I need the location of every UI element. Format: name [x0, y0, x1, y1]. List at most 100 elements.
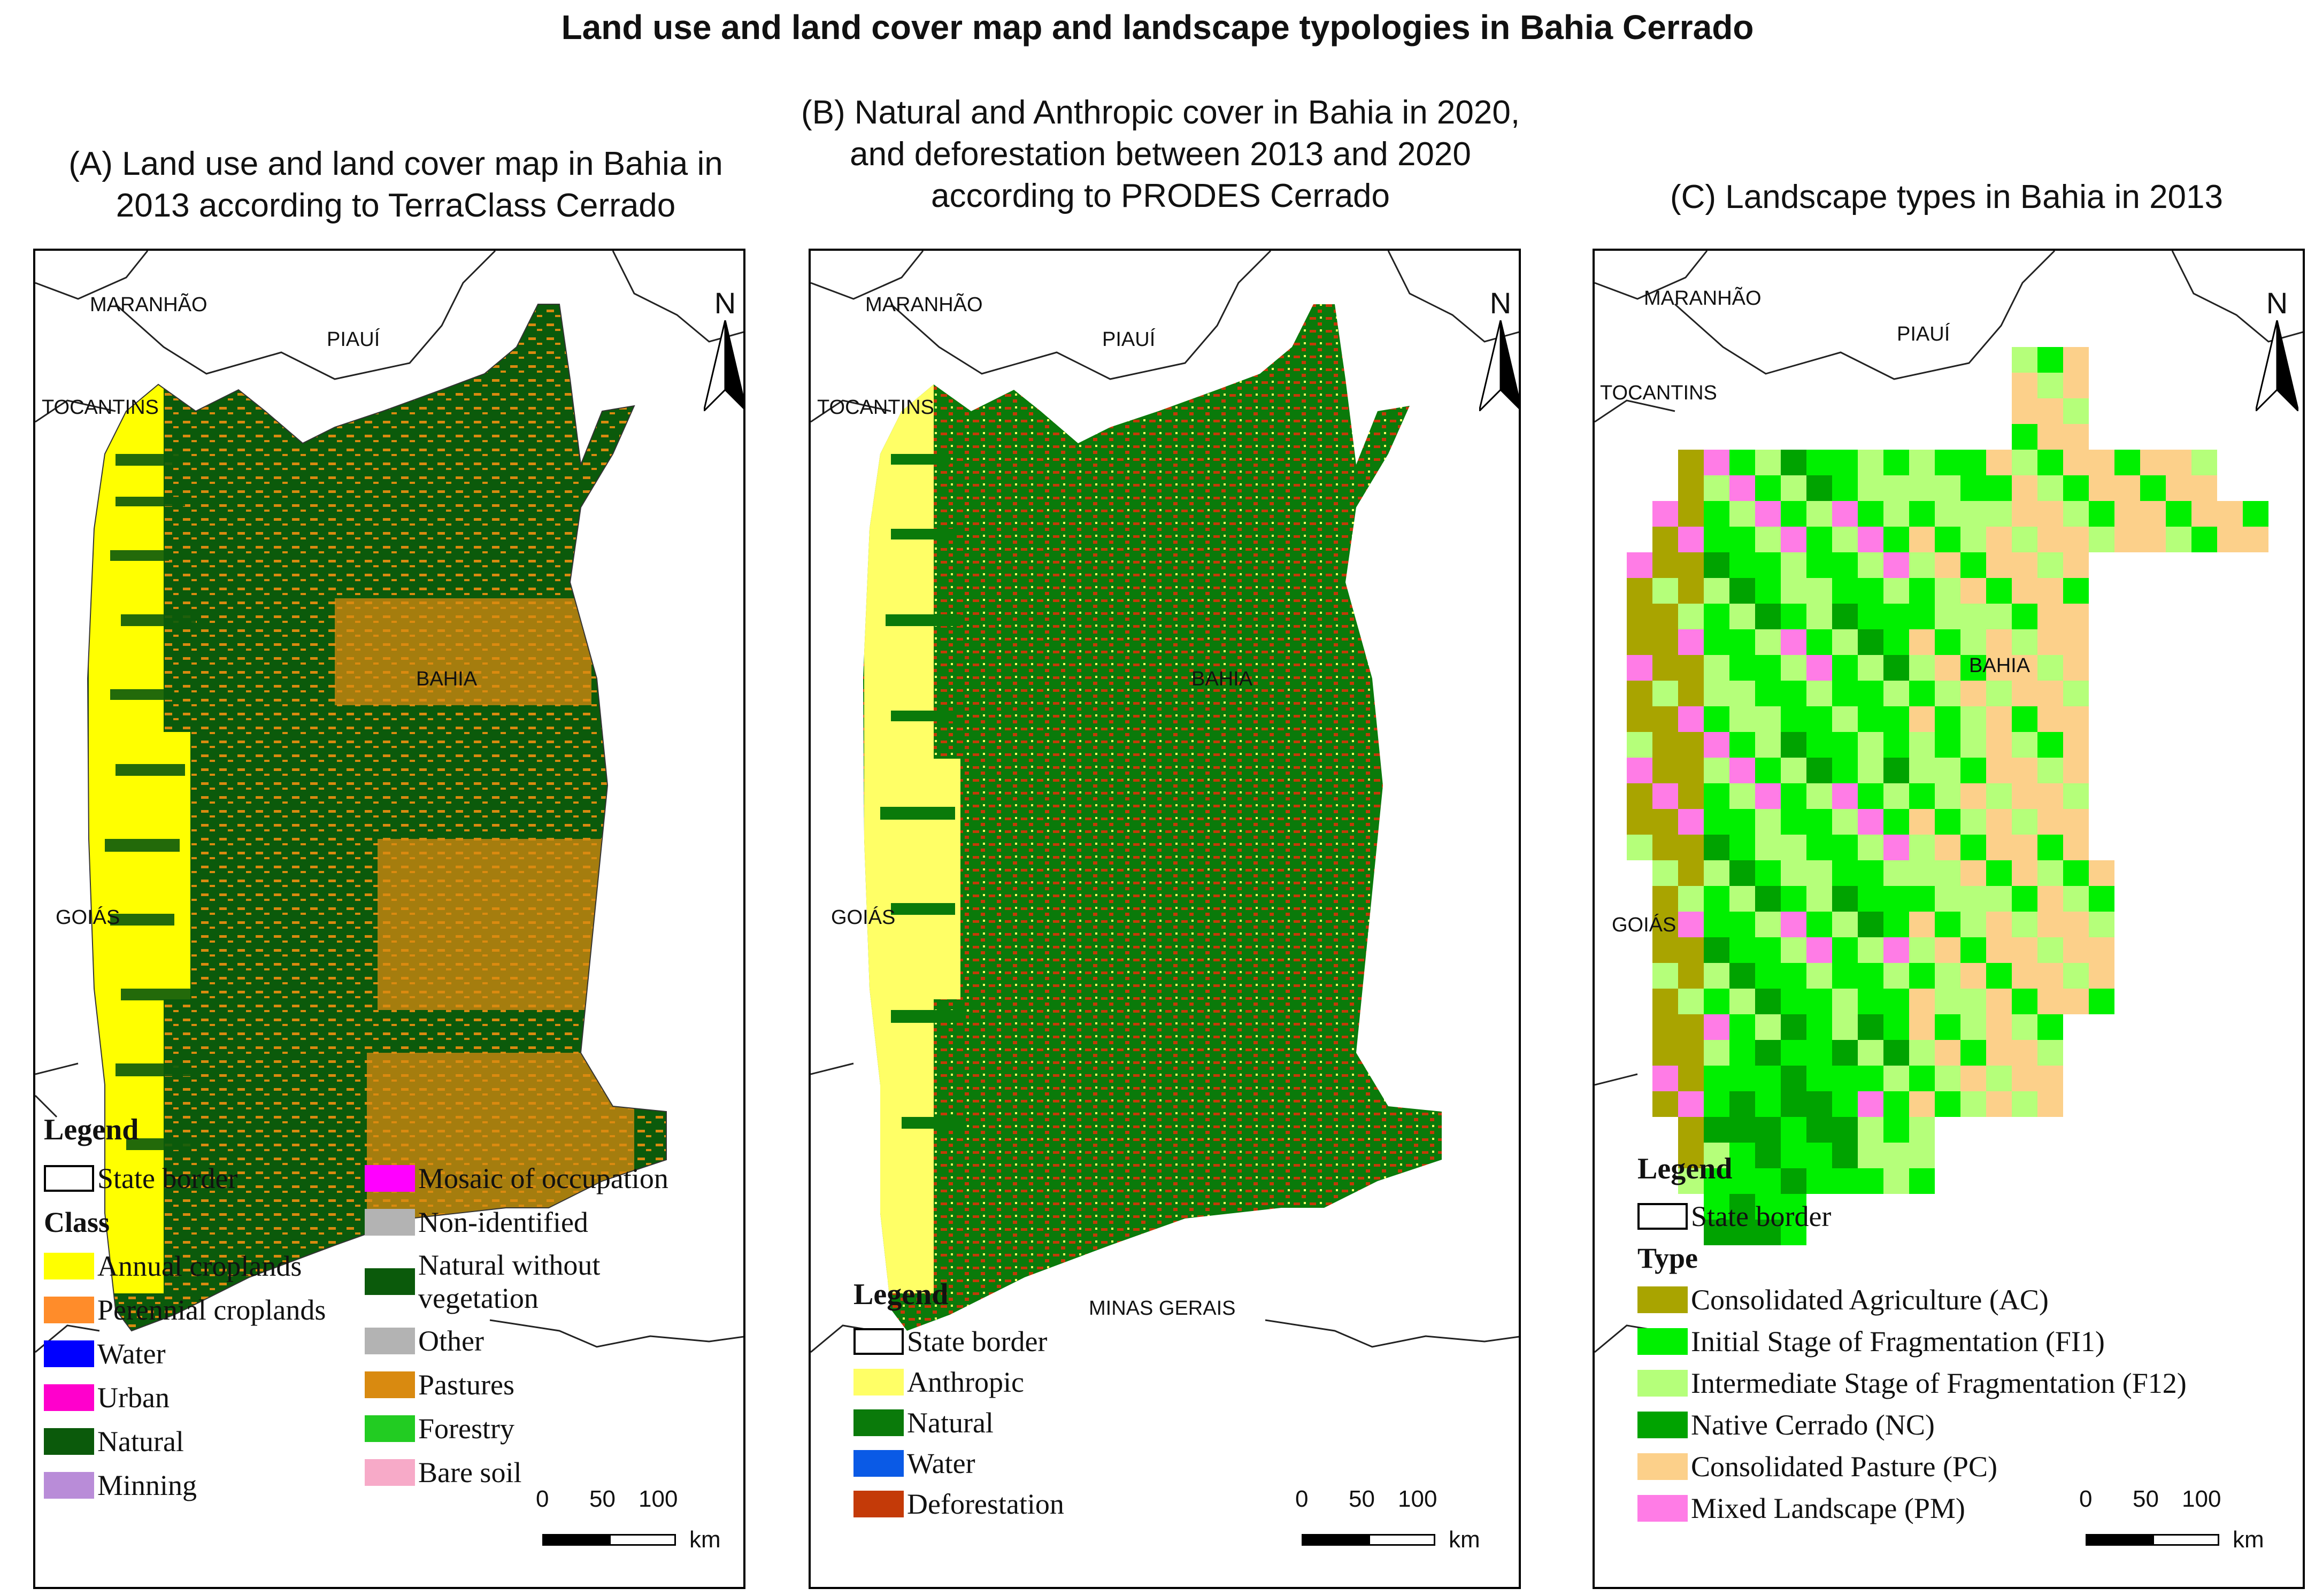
landscape-cell [1960, 886, 1986, 912]
landscape-cell [1806, 604, 1832, 629]
landscape-cell [1935, 886, 1960, 912]
label-goias: GOIÁS [56, 906, 120, 929]
landscape-cell [1986, 758, 2012, 783]
landscape-cell [1678, 989, 1704, 1014]
landscape-cell [1806, 475, 1832, 501]
landscape-cell [2037, 1014, 2063, 1040]
landscape-cell [1858, 681, 1883, 706]
landscape-cell [1832, 578, 1858, 604]
landscape-cell [1832, 450, 1858, 475]
label-tocantins: TOCANTINS [1600, 382, 1717, 404]
landscape-cell [1781, 989, 1806, 1014]
landscape-cell [1806, 527, 1832, 552]
landscape-cell [1858, 604, 1883, 629]
landscape-cell [1755, 578, 1781, 604]
landscape-cell [1704, 732, 1729, 758]
label-bahia: BAHIA [1969, 654, 2031, 677]
legend-label: Natural [97, 1425, 184, 1458]
landscape-cell [2012, 475, 2037, 501]
landscape-cell [1652, 501, 1678, 527]
north-arrow-icon [2254, 320, 2300, 414]
landscape-cell [1781, 604, 1806, 629]
landscape-cell [1704, 450, 1729, 475]
legend-swatch [365, 1268, 415, 1295]
natural-stripes [880, 454, 966, 1129]
landscape-cell [2037, 373, 2063, 398]
landscape-cell [1755, 963, 1781, 989]
landscape-cell [2089, 527, 2114, 552]
landscape-cell [1627, 655, 1652, 681]
landscape-cell [1858, 1091, 1883, 1117]
landscape-cell [1935, 783, 1960, 809]
landscape-cell [1883, 655, 1909, 681]
landscape-cell [2089, 937, 2114, 963]
panel-a-map: MARANHÃO PIAUÍ TOCANTINS BAHIA GOIÁS N L… [33, 249, 745, 1589]
landscape-cell [1781, 655, 1806, 681]
landscape-cell [1960, 783, 1986, 809]
legend-label: Forestry [418, 1413, 514, 1445]
landscape-cell [1935, 501, 1960, 527]
landscape-cell [1755, 989, 1781, 1014]
north-arrow-icon [702, 320, 743, 414]
landscape-cell [1781, 629, 1806, 655]
landscape-cell [1729, 1220, 1755, 1245]
landscape-cell [1986, 475, 2012, 501]
landscape-cell [1832, 732, 1858, 758]
landscape-cell [1832, 809, 1858, 835]
landscape-cell [1678, 732, 1704, 758]
landscape-cell [1729, 655, 1755, 681]
landscape-cell [1832, 1168, 1858, 1194]
landscape-cell [1858, 1066, 1883, 1091]
landscape-cell [2166, 527, 2191, 552]
scale-tick-label: 100 [1398, 1486, 1437, 1512]
landscape-cell [2063, 783, 2089, 809]
landscape-cell [1652, 963, 1678, 989]
landscape-cell [1678, 629, 1704, 655]
scale-unit: km [2233, 1526, 2264, 1553]
landscape-cell [1986, 937, 2012, 963]
landscape-cell [1883, 629, 1909, 655]
landscape-cell [2063, 398, 2089, 424]
landscape-cell [1704, 1168, 1729, 1194]
landscape-cell [1909, 886, 1935, 912]
legend-label: Anthropic [907, 1366, 1024, 1398]
landscape-cell [1678, 1168, 1704, 1194]
landscape-cell [1935, 655, 1960, 681]
landscape-cell [2012, 552, 2037, 578]
landscape-cell [1806, 989, 1832, 1014]
landscape-cell [1832, 912, 1858, 937]
landscape-cell [2037, 604, 2063, 629]
landscape-cell [1729, 912, 1755, 937]
landscape-cell [2012, 809, 2037, 835]
landscape-cell [2063, 629, 2089, 655]
landscape-cell [2037, 398, 2063, 424]
landscape-cell [2037, 783, 2063, 809]
landscape-cell [2114, 475, 2140, 501]
landscape-cell [1883, 604, 1909, 629]
landscape-cell [2089, 501, 2114, 527]
landscape-cell [1858, 1040, 1883, 1066]
landscape-cell [1960, 835, 1986, 860]
legend-swatch [853, 1328, 904, 1355]
landscape-cell [1935, 912, 1960, 937]
landscape-cell [1986, 552, 2012, 578]
landscape-cell [1627, 552, 1652, 578]
legend-swatch [853, 1450, 904, 1477]
natural-stripes [105, 454, 196, 1150]
landscape-cell [1806, 732, 1832, 758]
landscape-cell [2063, 424, 2089, 450]
landscape-cell [1909, 809, 1935, 835]
landscape-cell [1858, 1014, 1883, 1040]
landscape-cell [1704, 1040, 1729, 1066]
landscape-cell [2140, 527, 2166, 552]
legend-swatch [44, 1297, 94, 1323]
legend-item: Bare soil [365, 1451, 743, 1494]
landscape-cell [1678, 604, 1704, 629]
landscape-cell [1909, 1040, 1935, 1066]
landscape-cell [1704, 1091, 1729, 1117]
legend-item: Natural [853, 1402, 1064, 1443]
landscape-cell [1652, 886, 1678, 912]
landscape-cell [1858, 963, 1883, 989]
legend-item: Anthropic [853, 1362, 1064, 1402]
landscape-cell [2012, 783, 2037, 809]
